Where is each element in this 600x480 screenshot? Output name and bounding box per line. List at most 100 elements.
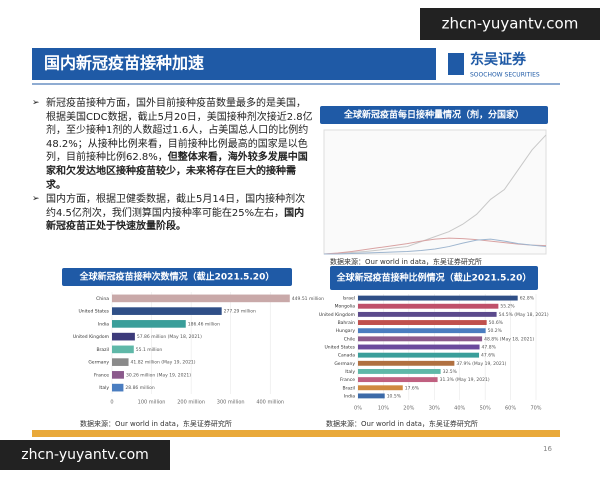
bullet-text: 新冠疫苗接种方面，国外目前接种疫苗数量最多的是美国，根据美国CDC数据，截止5月… xyxy=(46,98,313,164)
logo-mark xyxy=(448,53,464,75)
x-tick-label: 40% xyxy=(454,406,465,412)
bullet-bold: 但整体来看，海外较多发展中国家和欠发达地区接种疫苗较少，未来将存在巨大的接种需求… xyxy=(46,152,308,191)
value-label: 41.82 million (May 19, 2021) xyxy=(131,360,196,366)
x-tick-label: 400 million xyxy=(256,400,284,406)
category-label: United States xyxy=(325,345,356,351)
watermark: zhcn-yuyantv.com xyxy=(442,15,579,33)
chart-source: 数据来源：Our world in data，东吴证券研究所 xyxy=(80,419,232,428)
bar xyxy=(358,369,441,374)
chart-banner xyxy=(320,106,548,124)
x-tick-label: 50% xyxy=(480,406,491,412)
bullet-text: 国内方面，根据卫健委数据，截止5月14日，国内接种剂次约4.5亿剂次，我们测算国… xyxy=(46,194,306,219)
value-label: 57.86 million (May 18, 2021) xyxy=(137,334,202,340)
category-label: Chile xyxy=(344,336,355,342)
x-tick-label: 0% xyxy=(354,406,362,412)
chart-title: 全球新冠疫苗接种比例情况（截止2021.5.20） xyxy=(336,272,532,284)
bar xyxy=(358,328,486,334)
bar xyxy=(358,377,438,383)
x-tick-label: 200 million xyxy=(177,400,205,406)
value-label: 186.46 million xyxy=(188,321,220,327)
category-label: India xyxy=(344,393,355,399)
category-label: United States xyxy=(79,309,110,315)
logo-en: SOOCHOW SECURITIES xyxy=(470,72,540,79)
line-series xyxy=(324,238,547,255)
chart-banner xyxy=(62,268,292,286)
chart-title: 全球新冠疫苗每日接种量情况（剂，分国家） xyxy=(343,109,524,121)
bar xyxy=(358,295,518,301)
bar xyxy=(358,385,403,391)
category-label: Canada xyxy=(338,353,355,359)
category-label: Brazil xyxy=(96,347,109,353)
chart-source: 数据来源：Our world in data，东吴证券研究所 xyxy=(326,419,478,428)
value-label: 32.5% xyxy=(443,369,458,375)
bar xyxy=(112,345,134,354)
category-label: United Kingdom xyxy=(73,334,109,340)
bar xyxy=(358,352,480,358)
plot-area xyxy=(323,129,547,255)
category-label: Israel xyxy=(343,296,355,302)
x-tick-label: 70% xyxy=(530,406,541,412)
value-label: 55.2% xyxy=(500,304,515,310)
value-label: 30.26 million (May 19, 2021) xyxy=(126,372,191,378)
bullet-list: 新冠疫苗接种方面，国外目前接种疫苗数量最多的是美国，根据美国CDC数据，截止5月… xyxy=(32,97,314,235)
chart-banner xyxy=(330,266,538,290)
watermark: zhcn-yuyantv.com xyxy=(21,447,149,463)
bar xyxy=(112,383,124,392)
category-label: Brazil xyxy=(342,385,355,391)
page-number: 16 xyxy=(543,445,552,453)
x-tick-label: 60% xyxy=(505,406,516,412)
value-label: 10.5% xyxy=(387,393,402,399)
logo-cn: 东吴证券 xyxy=(470,51,527,68)
bar xyxy=(112,332,135,341)
category-label: Mongolia xyxy=(335,304,356,310)
value-label: 28.86 million xyxy=(125,385,154,391)
category-label: France xyxy=(94,372,109,378)
chart-source: 数据来源：Our world in data，东吴证券研究所 xyxy=(330,257,482,266)
bar xyxy=(112,294,290,303)
bar xyxy=(358,336,483,342)
watermark-box xyxy=(0,440,170,470)
bar xyxy=(112,320,186,328)
x-tick-label: 30% xyxy=(429,406,440,412)
value-label: 47.6% xyxy=(481,353,496,359)
footer-bar xyxy=(32,430,560,437)
value-label: 277.29 million xyxy=(224,309,256,315)
bar xyxy=(112,371,124,379)
category-label: France xyxy=(340,377,355,383)
value-label: 50.6% xyxy=(489,320,504,326)
category-label: India xyxy=(98,321,109,327)
category-label: Germany xyxy=(88,360,109,366)
bullet: 新冠疫苗接种方面，国外目前接种疫苗数量最多的是美国，根据美国CDC数据，截止5月… xyxy=(32,97,314,192)
category-label: Italy xyxy=(99,385,109,391)
x-tick-label: 20% xyxy=(403,406,414,412)
title-bar xyxy=(32,48,436,80)
value-label: 47.8% xyxy=(482,345,497,351)
value-label: 17.6% xyxy=(405,385,420,391)
value-label: 31.3% (May 19, 2021) xyxy=(440,377,490,383)
category-label: Hungary xyxy=(336,328,356,334)
value-label: 48.8% (May 18, 2021) xyxy=(484,336,534,342)
category-label: China xyxy=(96,296,109,302)
bar xyxy=(358,320,487,325)
bar xyxy=(112,358,129,366)
x-tick-label: 300 million xyxy=(217,400,245,406)
watermark-box xyxy=(420,8,600,40)
chart-title: 全球新冠疫苗接种次数情况（截止2021.5.20） xyxy=(79,271,275,283)
x-tick-label: 0 xyxy=(110,400,113,406)
slide-title: 国内新冠疫苗接种加速 xyxy=(44,54,204,73)
value-label: 54.5% (May 18, 2021) xyxy=(499,312,549,318)
value-label: 37.9% (May 19, 2021) xyxy=(456,361,506,367)
value-label: 449.51 million xyxy=(292,296,324,302)
line-series xyxy=(323,134,547,255)
category-label: Italy xyxy=(345,369,355,375)
bar xyxy=(358,393,385,399)
bar xyxy=(358,344,480,350)
x-tick-label: 100 million xyxy=(138,400,166,406)
bullet-bold: 国内新冠疫苗正处于快速放量阶段。 xyxy=(46,207,305,233)
value-label: 50.2% xyxy=(488,328,503,334)
category-label: Germany xyxy=(334,361,355,367)
x-tick-label: 10% xyxy=(378,406,389,412)
bar xyxy=(358,303,499,309)
